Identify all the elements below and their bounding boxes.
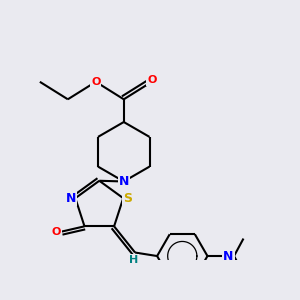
Text: O: O: [91, 77, 101, 87]
Text: N: N: [118, 175, 129, 188]
Text: O: O: [52, 226, 61, 237]
Text: H: H: [129, 255, 138, 265]
Text: N: N: [223, 250, 234, 262]
Text: O: O: [147, 75, 156, 85]
Text: N: N: [66, 192, 76, 205]
Text: S: S: [123, 192, 132, 205]
